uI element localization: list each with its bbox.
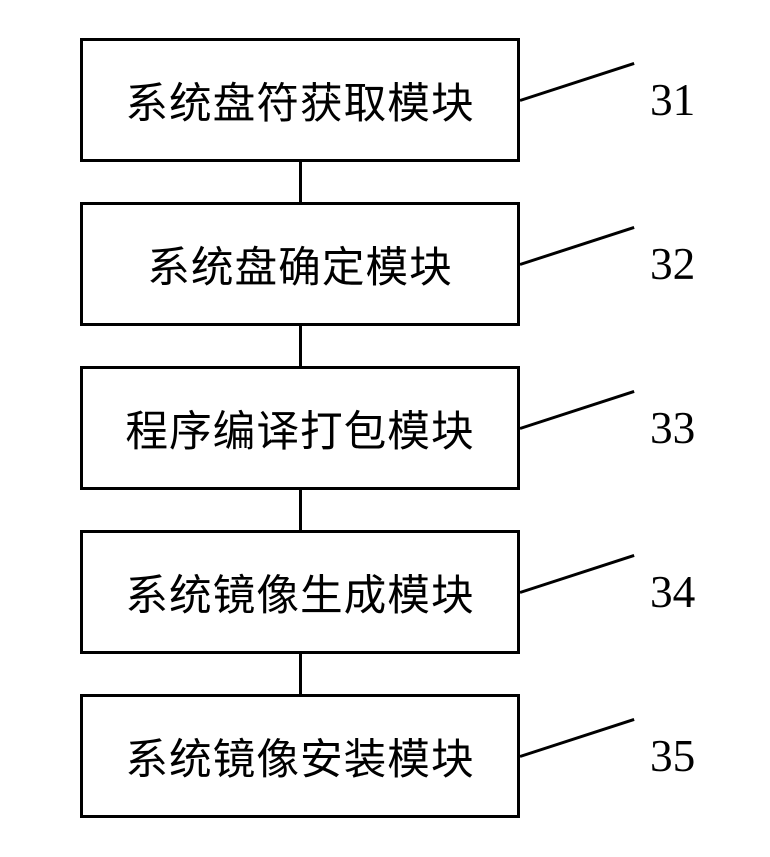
flow-node-box: 系统盘确定模块: [80, 202, 520, 326]
lead-line: [520, 389, 635, 429]
flow-node-box: 系统镜像安装模块: [80, 694, 520, 818]
flow-row: 系统镜像安装模块 35: [0, 694, 770, 818]
flow-node-label: 系统镜像生成模块: [125, 562, 474, 623]
connector-line: [299, 490, 302, 530]
flow-node-label: 系统盘符获取模块: [125, 70, 474, 131]
flow-node-box: 系统盘符获取模块: [80, 38, 520, 162]
lead-line: [520, 225, 635, 265]
connector-line: [299, 654, 302, 694]
connector-line: [299, 162, 302, 202]
flow-node-number: 35: [650, 730, 695, 782]
flow-node-box: 系统镜像生成模块: [80, 530, 520, 654]
flow-node-box: 程序编译打包模块: [80, 366, 520, 490]
flow-node-number: 32: [650, 238, 695, 290]
flow-row: 程序编译打包模块 33: [0, 366, 770, 490]
flow-node-label: 程序编译打包模块: [125, 398, 474, 459]
lead-line: [520, 553, 635, 593]
flow-node-number: 31: [650, 74, 695, 126]
lead-line: [520, 717, 635, 757]
connector-line: [299, 326, 302, 366]
flow-row: 系统镜像生成模块 34: [0, 530, 770, 654]
flow-node-label: 系统盘确定模块: [147, 234, 453, 295]
flow-node-number: 34: [650, 566, 695, 618]
flow-node-label: 系统镜像安装模块: [125, 726, 474, 787]
flow-row: 系统盘确定模块 32: [0, 202, 770, 326]
flowchart-canvas: 系统盘符获取模块31系统盘确定模块32程序编译打包模块33系统镜像生成模块34系…: [0, 0, 770, 857]
lead-line: [520, 61, 635, 101]
flow-row: 系统盘符获取模块 31: [0, 38, 770, 162]
flow-node-number: 33: [650, 402, 695, 454]
